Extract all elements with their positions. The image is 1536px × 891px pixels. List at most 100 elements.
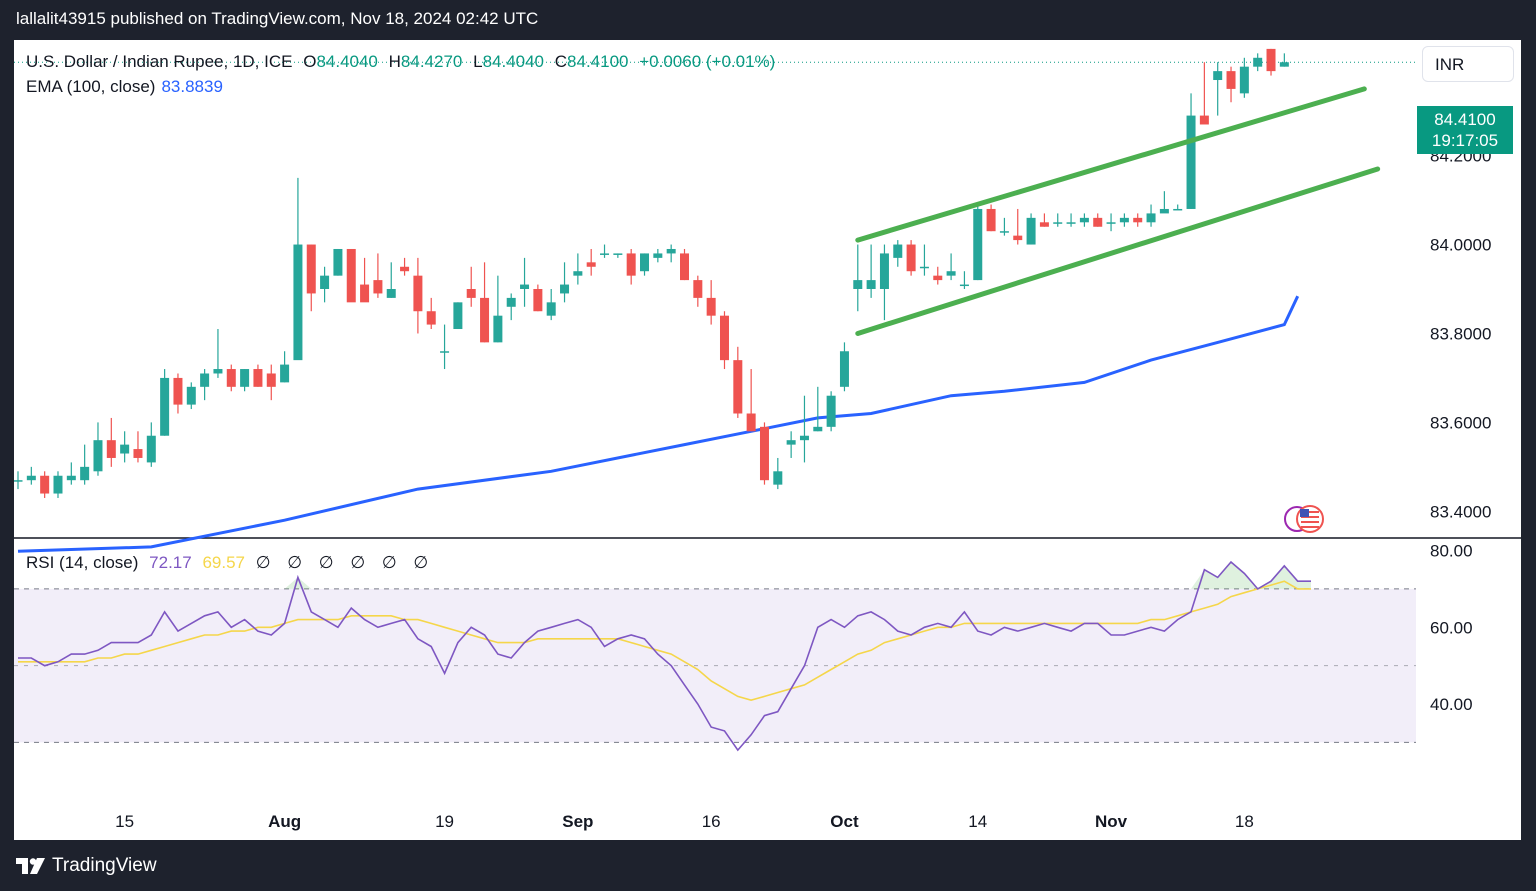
last-price-tag: 84.4100 19:17:05 — [1417, 106, 1513, 154]
candle-body — [1173, 208, 1183, 211]
candle-body — [680, 253, 689, 281]
rsi-label[interactable]: RSI (14, close) — [26, 553, 139, 572]
rsi-na-values: ∅ ∅ ∅ ∅ ∅ ∅ — [255, 553, 435, 572]
candle-body — [293, 244, 303, 361]
symbol-legend: U.S. Dollar / Indian Rupee, 1D, ICE O84.… — [26, 52, 775, 72]
ema-label[interactable]: EMA (100, close) — [26, 77, 156, 96]
price-axis-label: 84.0000 — [1430, 236, 1491, 255]
candle-body — [480, 297, 490, 343]
close-label: C — [554, 52, 568, 71]
candle-body — [240, 369, 250, 387]
candle-body — [1239, 66, 1249, 94]
candle-body — [919, 266, 929, 269]
currency-button[interactable]: INR — [1422, 46, 1514, 82]
high-value: 84.4270 — [400, 52, 463, 71]
candle-body — [866, 280, 876, 289]
low-value: 84.4040 — [482, 52, 545, 71]
time-axis-label: 19 — [435, 812, 454, 831]
candles-group — [14, 48, 1289, 498]
ema-legend: EMA (100, close) 83.8839 — [26, 77, 223, 97]
rsi-legend: RSI (14, close) 72.17 69.57 ∅ ∅ ∅ ∅ ∅ ∅ — [26, 553, 434, 573]
candle-body — [973, 208, 983, 281]
change-value: +0.0060 (+0.01%) — [639, 52, 776, 71]
candle-body — [40, 475, 50, 494]
candle-body — [1093, 217, 1103, 227]
candle-body — [346, 248, 356, 303]
bar-countdown: 19:17:05 — [1431, 131, 1499, 150]
candle-body — [440, 351, 450, 353]
candle-body — [360, 284, 370, 303]
candle-body — [1013, 235, 1023, 241]
candle-body — [799, 435, 809, 441]
candle-body — [986, 208, 996, 232]
candle-body — [1266, 48, 1276, 72]
candle-body — [1039, 222, 1049, 227]
time-axis-label: 16 — [702, 812, 721, 831]
candle-body — [1159, 208, 1169, 214]
candle-body — [386, 289, 396, 298]
candle-body — [1133, 217, 1143, 223]
candle-body — [186, 386, 196, 405]
candle-body — [400, 266, 410, 272]
candle-body — [1066, 222, 1076, 224]
rsi-axis-label: 40.00 — [1430, 695, 1473, 714]
us-flag-canton — [1300, 509, 1309, 517]
candle-body — [773, 471, 783, 485]
candle-body — [1026, 217, 1036, 245]
published-header: lallalit43915 published on TradingView.c… — [16, 9, 539, 28]
candle-body — [333, 248, 343, 276]
candle-body — [879, 253, 889, 289]
channel-trendline — [855, 86, 1367, 243]
rsi-axis-label: 60.00 — [1430, 618, 1473, 637]
rsi-axis-label: 80.00 — [1430, 542, 1473, 561]
candle-body — [53, 475, 63, 494]
candle-body — [693, 280, 703, 298]
candle-body — [453, 302, 463, 330]
time-axis-label: Oct — [830, 812, 859, 831]
price-axis-label: 83.8000 — [1430, 324, 1491, 343]
candle-body — [759, 426, 769, 481]
high-label: H — [388, 52, 401, 71]
ema-value: 83.8839 — [161, 77, 223, 96]
candle-body — [1186, 115, 1196, 209]
ema-100-line — [17, 295, 1300, 553]
candle-body — [1106, 222, 1116, 224]
open-value: 84.4040 — [316, 52, 378, 71]
rsi-overbought-fill — [1257, 565, 1312, 589]
time-axis-label: 18 — [1235, 812, 1254, 831]
candle-body — [746, 413, 756, 432]
candle-body — [839, 351, 849, 387]
candle-body — [653, 253, 663, 258]
candle-body — [1119, 217, 1129, 223]
time-axis-label: Aug — [268, 812, 301, 831]
rsi-ma-value: 69.57 — [202, 553, 245, 572]
tradingview-logo[interactable]: TradingView — [16, 854, 157, 878]
candle-body — [546, 302, 556, 316]
candle-body — [266, 373, 276, 387]
candle-body — [613, 253, 623, 255]
candle-body — [120, 444, 130, 454]
candle-body — [106, 440, 116, 458]
candle-body — [1199, 115, 1209, 125]
candle-body — [320, 275, 330, 289]
candle-body — [506, 297, 516, 307]
tradingview-logo-icon — [16, 858, 45, 874]
candle-body — [253, 369, 263, 387]
open-label: O — [303, 52, 317, 71]
candle-body — [893, 244, 903, 258]
candle-body — [226, 369, 236, 387]
rsi-overbought-fill — [1191, 562, 1258, 589]
candle-body — [93, 440, 103, 472]
candle-body — [826, 395, 836, 427]
candle-body — [133, 449, 143, 458]
chart-canvas[interactable]: 84.200084.000083.800083.600083.400080.00… — [14, 40, 1521, 840]
candle-body — [719, 315, 729, 361]
candle-body — [706, 297, 716, 316]
candle-body — [14, 480, 23, 482]
candle-body — [813, 426, 823, 432]
symbol-title[interactable]: U.S. Dollar / Indian Rupee, 1D, ICE — [26, 52, 293, 71]
candle-body — [173, 377, 183, 405]
candle-body — [26, 475, 36, 481]
candle-body — [573, 271, 583, 276]
candle-body — [1279, 62, 1289, 67]
